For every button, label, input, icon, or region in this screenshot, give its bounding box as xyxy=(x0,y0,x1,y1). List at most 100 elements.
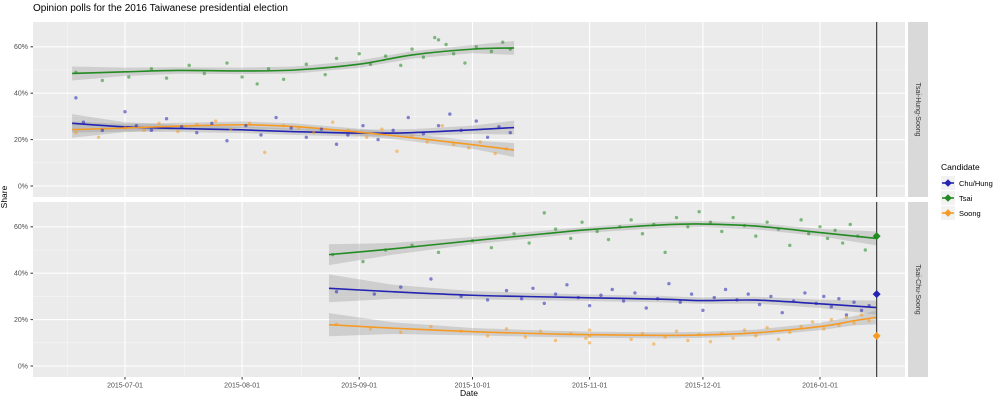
scatter-point xyxy=(769,294,773,299)
scatter-point xyxy=(474,119,478,123)
scatter-point xyxy=(863,248,868,252)
scatter-point xyxy=(266,67,271,71)
scatter-point xyxy=(100,78,105,83)
legend-key-swatch-icon xyxy=(941,191,955,205)
legend-key-swatch-icon xyxy=(941,206,955,220)
scatter-point xyxy=(459,294,463,299)
scatter-point xyxy=(497,125,501,129)
ci-ribbon xyxy=(328,221,877,266)
trend-line xyxy=(328,287,877,309)
trend-line xyxy=(72,123,515,151)
scatter-point xyxy=(164,76,169,80)
scatter-point xyxy=(312,130,316,135)
scatter-point xyxy=(304,135,309,139)
legend-item-label: Chu/Hung xyxy=(959,178,993,188)
scatter-point xyxy=(818,225,822,229)
legend-glyph-icon xyxy=(942,194,954,202)
x-tick-label: 2015-11-01 xyxy=(572,383,607,390)
scatter-point xyxy=(202,71,207,76)
scatter-point xyxy=(754,234,758,238)
y-tick-label: 60% xyxy=(14,44,28,51)
scatter-point xyxy=(512,232,516,236)
scatter-point xyxy=(629,337,633,342)
scatter-point xyxy=(195,122,199,127)
legend-title: Candidate xyxy=(941,162,980,172)
scatter-point xyxy=(674,329,679,333)
scatter-point xyxy=(406,115,410,120)
scatter-point xyxy=(81,120,86,124)
scatter-point xyxy=(504,327,509,331)
scatter-point xyxy=(164,117,169,121)
scatter-point xyxy=(822,327,826,331)
panel-background xyxy=(33,202,905,377)
y-tick-label: 0% xyxy=(18,363,28,370)
scatter-point xyxy=(504,288,509,293)
scatter-points xyxy=(74,96,512,146)
trend-line xyxy=(328,316,877,337)
scatter-point xyxy=(123,126,127,130)
scatter-point xyxy=(799,218,803,222)
scatter-point xyxy=(633,291,637,295)
facet-strip-label: Tsai-Chu-Soong xyxy=(914,264,921,314)
scatter-point xyxy=(323,72,327,77)
scatter-point xyxy=(259,133,263,137)
scatter-point xyxy=(334,322,339,326)
scatter-point xyxy=(225,139,229,143)
scatter-point xyxy=(587,341,592,345)
scatter-point xyxy=(576,295,580,300)
scatter-point xyxy=(96,135,101,139)
scatter-point xyxy=(610,287,614,292)
scatter-point xyxy=(822,294,826,299)
scatter-point xyxy=(470,239,475,243)
scatter-point xyxy=(74,96,78,100)
scatter-point xyxy=(410,243,414,248)
scatter-point xyxy=(334,142,339,146)
scatter-point xyxy=(383,248,388,252)
scatter-point xyxy=(652,342,656,346)
scatter-point xyxy=(663,335,667,339)
scatter-point xyxy=(519,297,524,301)
scatter-point xyxy=(655,297,660,301)
scatter-point xyxy=(837,297,841,301)
scatter-point xyxy=(74,130,78,135)
scatter-point xyxy=(451,142,456,146)
scatter-point xyxy=(451,52,456,56)
scatter-point xyxy=(399,330,403,335)
facet-panel xyxy=(33,202,905,377)
y-tick-label: 60% xyxy=(14,224,28,231)
scatter-point xyxy=(689,292,694,296)
scatter-point xyxy=(229,127,233,131)
legend: Candidate Chu/Hung Tsai Soong xyxy=(941,162,993,221)
scatter-point xyxy=(501,40,505,44)
scatter-point xyxy=(448,112,452,116)
scatter-point xyxy=(436,38,441,42)
scatter-point xyxy=(652,222,656,227)
scatter-point xyxy=(399,285,403,289)
scatter-point xyxy=(859,313,864,317)
scatter-point xyxy=(708,220,713,224)
scatter-point xyxy=(281,123,286,128)
scatter-point xyxy=(587,334,592,338)
scatter-point xyxy=(493,151,497,156)
scatter-point xyxy=(640,331,645,336)
scatter-point xyxy=(297,126,301,130)
scatter-point xyxy=(606,237,611,242)
scatter-point xyxy=(399,63,403,68)
scatter-point xyxy=(142,128,146,133)
legend-item: Chu/Hung xyxy=(941,176,993,190)
scatter-point xyxy=(149,128,154,133)
scatter-point xyxy=(569,331,573,336)
scatter-point xyxy=(247,121,252,126)
scatter-point xyxy=(640,232,645,236)
scatter-point xyxy=(376,137,380,142)
y-axis-label: Share xyxy=(0,185,9,209)
scatter-point xyxy=(553,338,558,343)
scatter-point xyxy=(123,110,127,114)
scatter-point xyxy=(331,120,335,124)
scatter-point xyxy=(395,149,399,153)
scatter-point xyxy=(240,75,244,79)
scatter-point xyxy=(735,298,739,302)
legend-item-label: Tsai xyxy=(959,193,973,203)
scatter-point xyxy=(187,63,191,68)
scatter-point xyxy=(436,123,441,128)
